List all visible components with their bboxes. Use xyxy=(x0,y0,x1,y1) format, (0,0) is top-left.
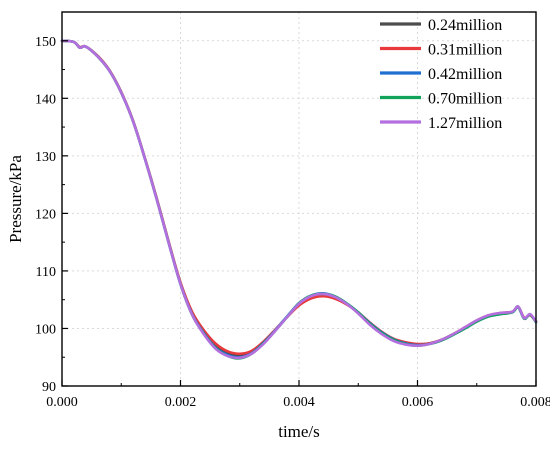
series-layer xyxy=(60,39,538,360)
x-tick-label: 0.004 xyxy=(283,395,315,410)
y-tick-label: 90 xyxy=(42,380,56,395)
x-tick-labels: 0.000 0.002 0.004 0.006 0.008 xyxy=(46,395,550,410)
y-tick-label: 150 xyxy=(35,35,56,50)
legend-label: 0.42million xyxy=(428,66,502,83)
x-tick-label: 0.002 xyxy=(165,395,197,410)
y-tick-label: 110 xyxy=(36,265,56,280)
legend-label: 0.24million xyxy=(428,17,502,34)
y-tick-label: 130 xyxy=(35,150,56,165)
legend-label: 0.70million xyxy=(428,91,502,108)
legend-label: 0.31million xyxy=(428,42,502,59)
y-tick-label: 100 xyxy=(35,322,56,337)
legend-label: 1.27million xyxy=(428,115,502,132)
y-tick-label: 140 xyxy=(35,92,56,107)
x-tick-label: 0.000 xyxy=(46,395,78,410)
y-tick-labels: 90 100 110 120 130 140 150 xyxy=(35,35,56,395)
y-tick-label: 120 xyxy=(35,207,56,222)
y-axis-title: Pressure/kPa xyxy=(6,155,25,243)
x-tick-label: 0.008 xyxy=(520,395,550,410)
legend: 0.24million 0.31million 0.42million 0.70mil… xyxy=(380,17,502,132)
series-line-1-27million xyxy=(60,39,538,360)
x-tick-label: 0.006 xyxy=(402,395,434,410)
x-axis-title: time/s xyxy=(278,422,320,441)
tick-layer xyxy=(61,40,537,387)
grid-layer xyxy=(62,12,536,386)
